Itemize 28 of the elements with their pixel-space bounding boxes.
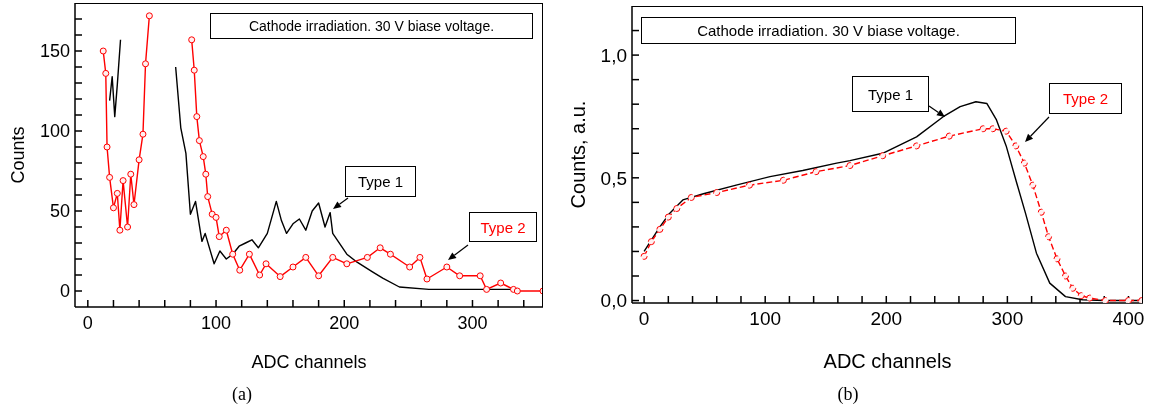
y-tick-label: 0 [59,281,70,302]
x-axis-title: ADC channels [823,350,952,372]
text: Type 1 [345,166,416,197]
y-tick-label: 50 [49,201,70,222]
x-tick-label: 300 [457,312,488,333]
text: Type 2 [1049,83,1122,114]
y-tick-label: 1,0 [600,44,627,66]
x-tick-label: 100 [749,308,782,330]
x-tick-label: 0 [638,308,650,330]
x-tick-label: 100 [201,312,232,333]
x-axis-title: ADC channels [251,352,367,372]
x-tick-label: 200 [870,308,903,330]
annotation: Cathode irradiation. 30 V biase voltage. [641,17,1016,44]
y-tick-label: 100 [39,121,70,142]
x-tick-label: 200 [329,312,360,333]
y-tick-label: 150 [39,41,70,62]
text: (b) [836,384,860,405]
annotation: Cathode irradiation. 30 V biase voltage. [210,13,533,39]
y-tick-label: 0,5 [600,167,627,189]
text: Type 2 [469,212,537,242]
x-tick-label: 300 [991,308,1024,330]
y-tick-label: 0,0 [600,290,627,312]
y-axis-title: Counts, a.u. [567,100,590,209]
x-tick-label: 0 [82,312,93,333]
series-label: Type 1 [852,76,929,112]
y-axis-title: Counts [8,126,29,184]
x-tick-label: 400 [1112,308,1145,330]
text: (a) [231,384,253,405]
